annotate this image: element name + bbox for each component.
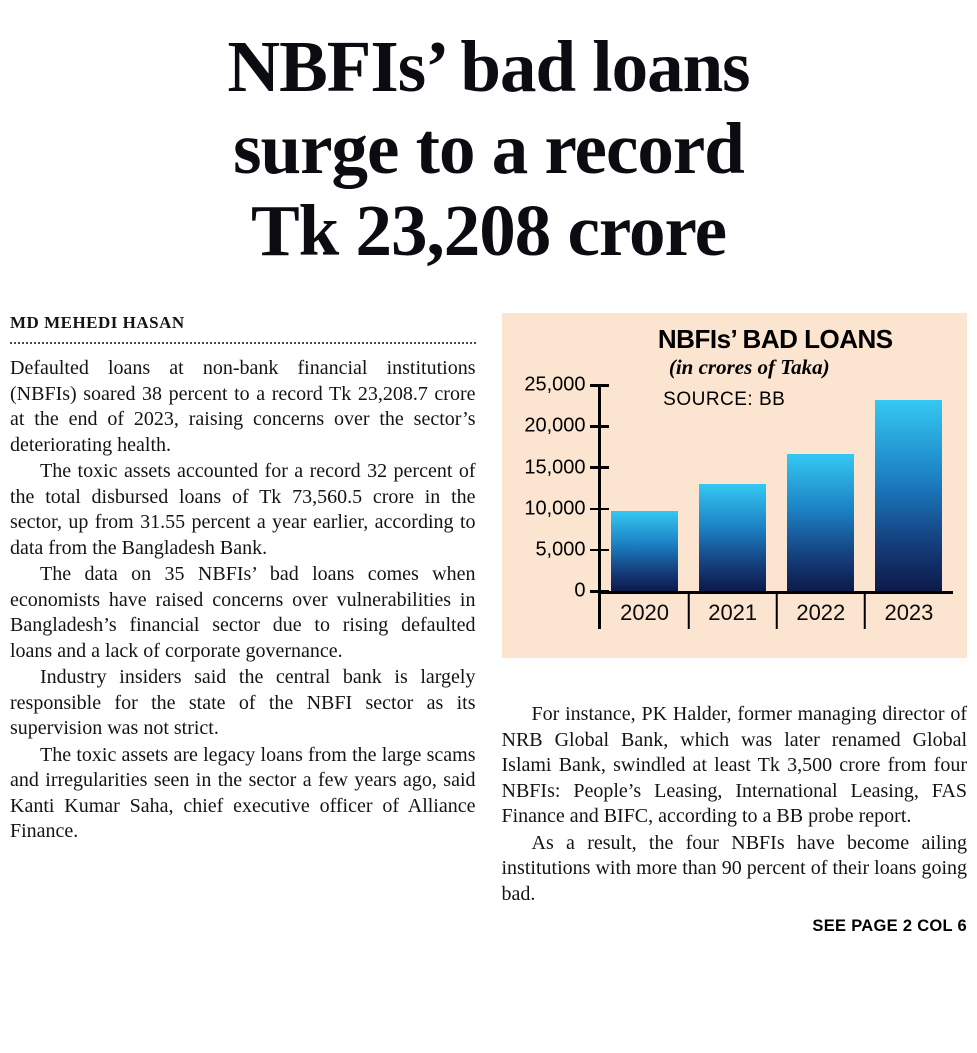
headline-line-1: NBFIs’ bad loans [227, 26, 750, 107]
chart-source: SOURCE: BB [663, 389, 786, 411]
x-axis-label: 2021 [708, 600, 758, 626]
y-axis-label: 10,000 [524, 497, 586, 520]
y-axis-label: 20,000 [524, 414, 586, 437]
x-axis-label: 2020 [620, 600, 670, 626]
article-paragraph: As a result, the four NBFIs have become … [501, 831, 968, 905]
newspaper-page: NBFIs’ bad loans surge to a record Tk 23… [10, 26, 967, 936]
y-axis-tick [589, 466, 609, 469]
bar-2023 [875, 400, 943, 592]
x-axis-label: 2023 [884, 600, 934, 626]
bar-2022 [787, 454, 855, 592]
y-axis-tick [589, 548, 609, 552]
chart-subtitle: (in crores of Taka) [668, 355, 830, 380]
byline-rule: MD MEHEDI HASAN [10, 313, 476, 345]
article-paragraph: Defaulted loans at non-bank financial in… [10, 357, 476, 456]
bar-2021 [699, 484, 767, 592]
y-axis-label: 0 [574, 579, 586, 602]
byline: MD MEHEDI HASAN [10, 313, 185, 333]
chart-bars [601, 385, 954, 592]
x-axis-separator [687, 591, 690, 630]
y-axis-tick [589, 384, 609, 387]
article-headline: NBFIs’ bad loans surge to a record Tk 23… [10, 26, 967, 271]
bar-slot [689, 484, 777, 592]
left-column-text: Defaulted loans at non-bank financial in… [10, 356, 476, 845]
y-axis-extension [597, 591, 601, 630]
y-axis-label: 25,000 [524, 373, 586, 396]
bad-loans-chart: NBFIs’ BAD LOANS (in crores of Taka) SOU… [501, 313, 967, 659]
y-axis-label: 5,000 [535, 538, 586, 561]
y-axis-tick [589, 590, 609, 593]
bar-slot [601, 510, 689, 592]
y-axis-label: 15,000 [524, 456, 586, 479]
right-column-text: For instance, PK Halder, former managing… [502, 702, 968, 907]
article-columns: MD MEHEDI HASAN Defaulted loans at non-b… [10, 313, 967, 936]
bar-slot [865, 400, 953, 592]
bar-2020 [611, 510, 679, 592]
headline-line-2: surge to a record [233, 107, 745, 189]
article-paragraph: For instance, PK Halder, former managing… [501, 703, 968, 828]
chart-plot-area: 2020 2021 2022 2023 0 5,000 10,000 15,000 20,00… [524, 374, 954, 630]
x-axis-separator [863, 591, 867, 630]
bar-slot [777, 454, 865, 592]
right-column: NBFIs’ BAD LOANS (in crores of Taka) SOU… [501, 313, 968, 936]
x-axis-separator [775, 591, 778, 630]
y-axis-tick [589, 507, 609, 511]
chart-title: NBFIs’ BAD LOANS [657, 324, 893, 355]
article-paragraph: The toxic assets accounted for a record … [10, 460, 476, 559]
continuation-note: SEE PAGE 2 COL 6 [812, 917, 967, 936]
y-axis-tick [589, 425, 609, 428]
left-column: MD MEHEDI HASAN Defaulted loans at non-b… [10, 313, 476, 845]
x-axis-labels: 2020 2021 2022 2023 [601, 591, 954, 633]
article-paragraph: Industry insiders said the central bank … [10, 666, 476, 740]
article-paragraph: The toxic assets are legacy loans from t… [10, 743, 476, 843]
headline-line-3: Tk 23,208 crore [250, 189, 727, 271]
article-paragraph: The data on 35 NBFIs’ bad loans comes wh… [10, 563, 476, 662]
x-axis-label: 2022 [796, 600, 846, 626]
